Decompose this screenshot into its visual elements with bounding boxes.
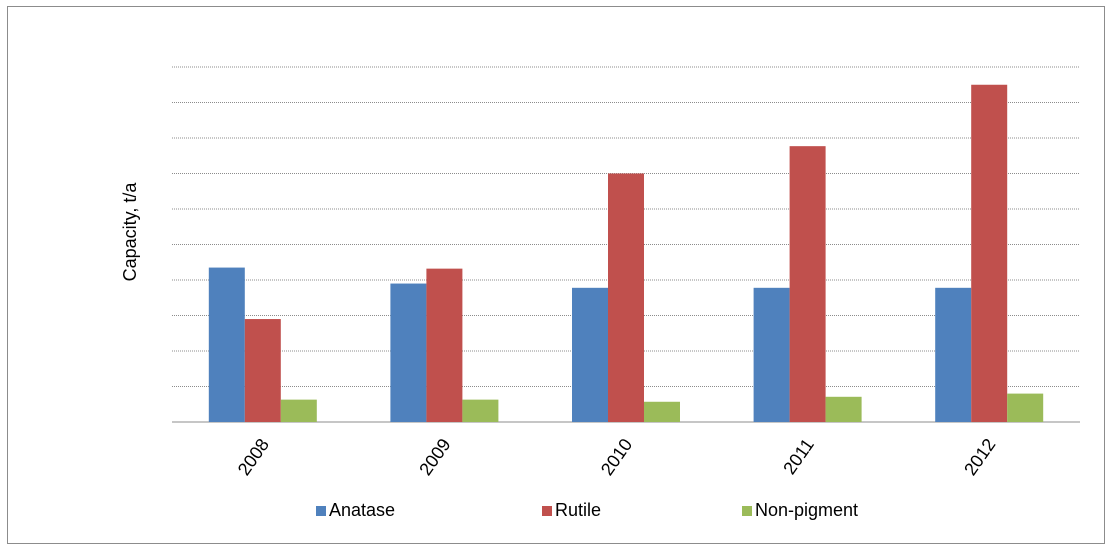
bar-rutile-2009 xyxy=(426,268,463,422)
x-tick-label-2012: 2012 xyxy=(960,435,999,479)
bars xyxy=(208,84,1044,423)
legend-anatase: Anatase xyxy=(316,500,395,521)
bar-non-pigment-2009 xyxy=(462,399,499,422)
bar-non-pigment-2008 xyxy=(280,399,317,422)
bar-anatase-2010 xyxy=(572,287,608,422)
bar-anatase-2012 xyxy=(935,287,972,422)
legend-swatch-rutile xyxy=(542,505,552,516)
bar-non-pigment-2010 xyxy=(644,401,680,422)
x-tick-label-2010: 2010 xyxy=(597,435,636,479)
bar-rutile-2008 xyxy=(244,319,281,422)
legend-label-anatase: Anatase xyxy=(329,500,396,520)
bar-non-pigment-2011 xyxy=(825,396,862,422)
legend-swatch-non-pigment xyxy=(742,505,752,516)
bar-anatase-2011 xyxy=(753,287,790,422)
bar-anatase-2008 xyxy=(208,267,245,422)
legend-rutile: Rutile xyxy=(542,500,601,521)
legend-non-pigment: Non-pigment xyxy=(742,500,858,521)
bar-rutile-2011 xyxy=(789,146,826,423)
bar-rutile-2010 xyxy=(608,173,644,422)
legend-swatch-anatase xyxy=(316,505,326,516)
x-tick-labels: 2008 2009 2010 2011 2012 xyxy=(234,435,1000,479)
bar-non-pigment-2012 xyxy=(1007,393,1044,422)
x-tick-label-2009: 2009 xyxy=(415,435,454,479)
bar-anatase-2009 xyxy=(390,283,427,422)
x-tick-label-2011: 2011 xyxy=(779,435,818,478)
legend-label-non-pigment: Non-pigment xyxy=(755,500,859,520)
bar-rutile-2012 xyxy=(971,84,1008,422)
y-axis-label: Capacity, t/a xyxy=(120,182,140,282)
x-tick-label-2008: 2008 xyxy=(234,435,273,479)
legend-label-rutile: Rutile xyxy=(555,500,602,520)
chart-frame xyxy=(7,6,1105,544)
